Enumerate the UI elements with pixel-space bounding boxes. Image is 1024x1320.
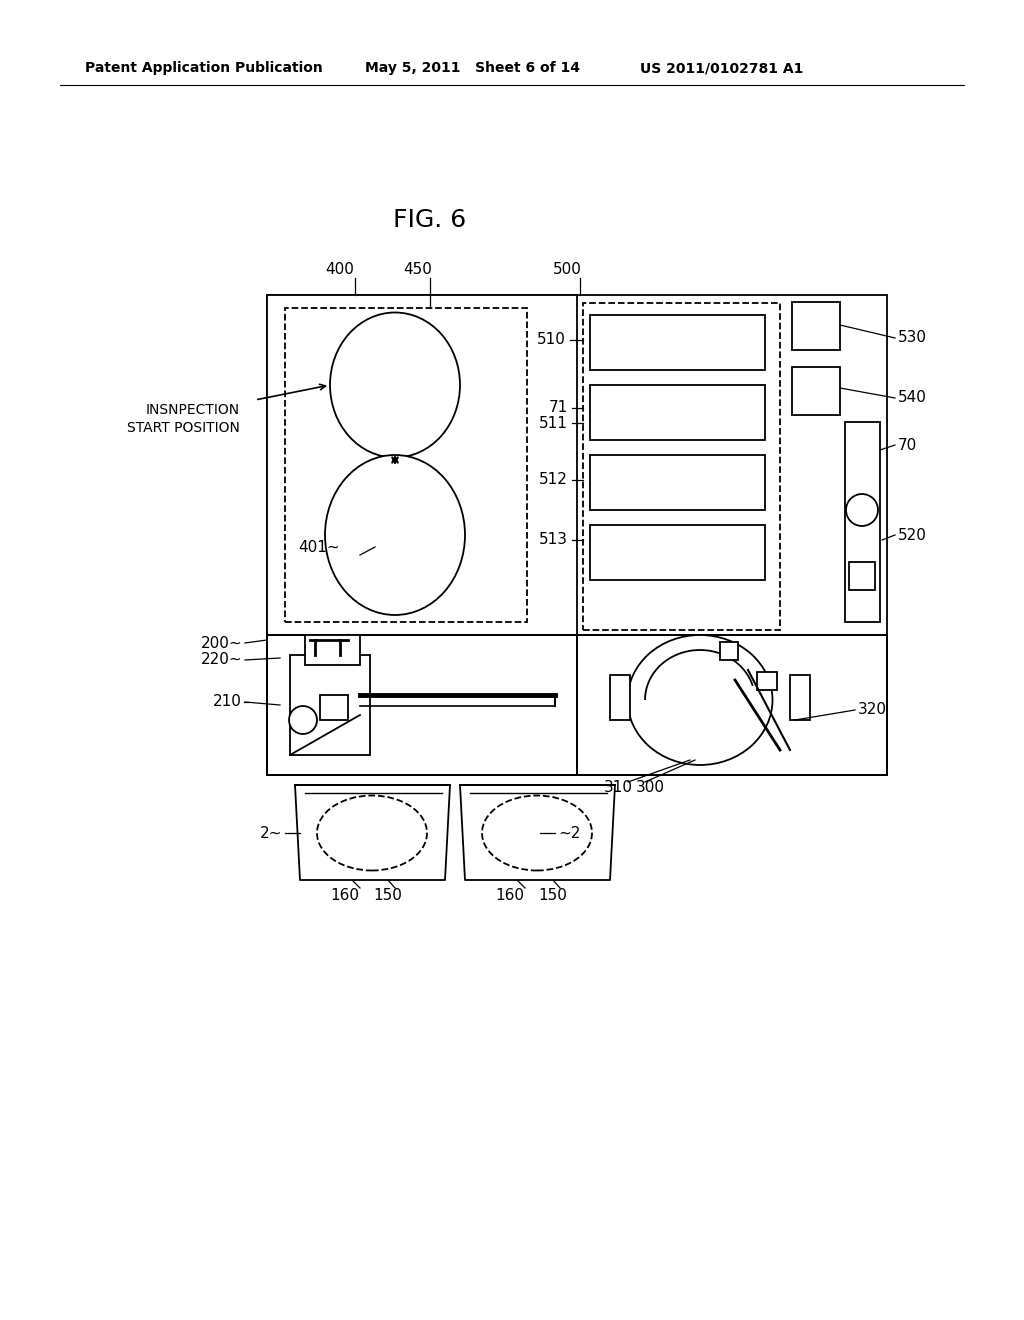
Bar <box>792 302 840 350</box>
Ellipse shape <box>628 635 772 766</box>
Text: US 2011/0102781 A1: US 2011/0102781 A1 <box>640 61 804 75</box>
Bar <box>305 635 360 665</box>
Text: 300: 300 <box>636 780 665 795</box>
Text: INSNPECTION: INSNPECTION <box>145 403 240 417</box>
Text: 71: 71 <box>549 400 568 416</box>
Text: 160: 160 <box>331 888 359 903</box>
Circle shape <box>289 706 317 734</box>
Text: 530: 530 <box>898 330 927 346</box>
Bar <box>590 315 765 370</box>
Bar <box>792 367 840 414</box>
Ellipse shape <box>330 313 460 458</box>
Text: 310: 310 <box>603 780 633 795</box>
Bar <box>267 294 577 635</box>
Bar <box>267 294 887 635</box>
Bar <box>267 635 887 775</box>
Bar <box>790 675 810 719</box>
Text: 200~: 200~ <box>201 635 242 651</box>
Text: 2~: 2~ <box>260 825 282 841</box>
Bar <box>319 696 348 719</box>
Text: 220~: 220~ <box>201 652 242 668</box>
Text: 500: 500 <box>553 263 582 277</box>
Bar <box>590 455 765 510</box>
Text: 510: 510 <box>538 333 566 347</box>
Text: FIG. 6: FIG. 6 <box>393 209 467 232</box>
Text: 70: 70 <box>898 437 918 453</box>
Bar <box>577 635 887 775</box>
Bar <box>720 642 738 660</box>
Bar <box>285 308 527 622</box>
Circle shape <box>846 494 878 525</box>
Text: 320: 320 <box>858 702 887 718</box>
Text: 150: 150 <box>539 888 567 903</box>
Bar <box>757 672 777 690</box>
Text: Patent Application Publication: Patent Application Publication <box>85 61 323 75</box>
Text: 210: 210 <box>213 694 242 710</box>
Text: 512: 512 <box>539 473 568 487</box>
Bar <box>290 655 370 755</box>
Text: May 5, 2011   Sheet 6 of 14: May 5, 2011 Sheet 6 of 14 <box>365 61 580 75</box>
Bar <box>267 635 577 775</box>
Bar <box>590 385 765 440</box>
Text: 400: 400 <box>326 263 354 277</box>
Text: 401~: 401~ <box>298 540 340 556</box>
Bar <box>849 562 874 590</box>
Ellipse shape <box>325 455 465 615</box>
Bar <box>845 422 880 622</box>
Text: 520: 520 <box>898 528 927 543</box>
Text: ~2: ~2 <box>558 825 581 841</box>
Text: 540: 540 <box>898 391 927 405</box>
Bar <box>583 304 780 630</box>
Text: 513: 513 <box>539 532 568 548</box>
Text: 450: 450 <box>403 263 432 277</box>
Bar <box>590 525 765 579</box>
Text: 511: 511 <box>539 416 568 430</box>
Text: START POSITION: START POSITION <box>127 421 240 436</box>
Text: 160: 160 <box>496 888 524 903</box>
Text: 150: 150 <box>374 888 402 903</box>
Bar <box>610 675 630 719</box>
